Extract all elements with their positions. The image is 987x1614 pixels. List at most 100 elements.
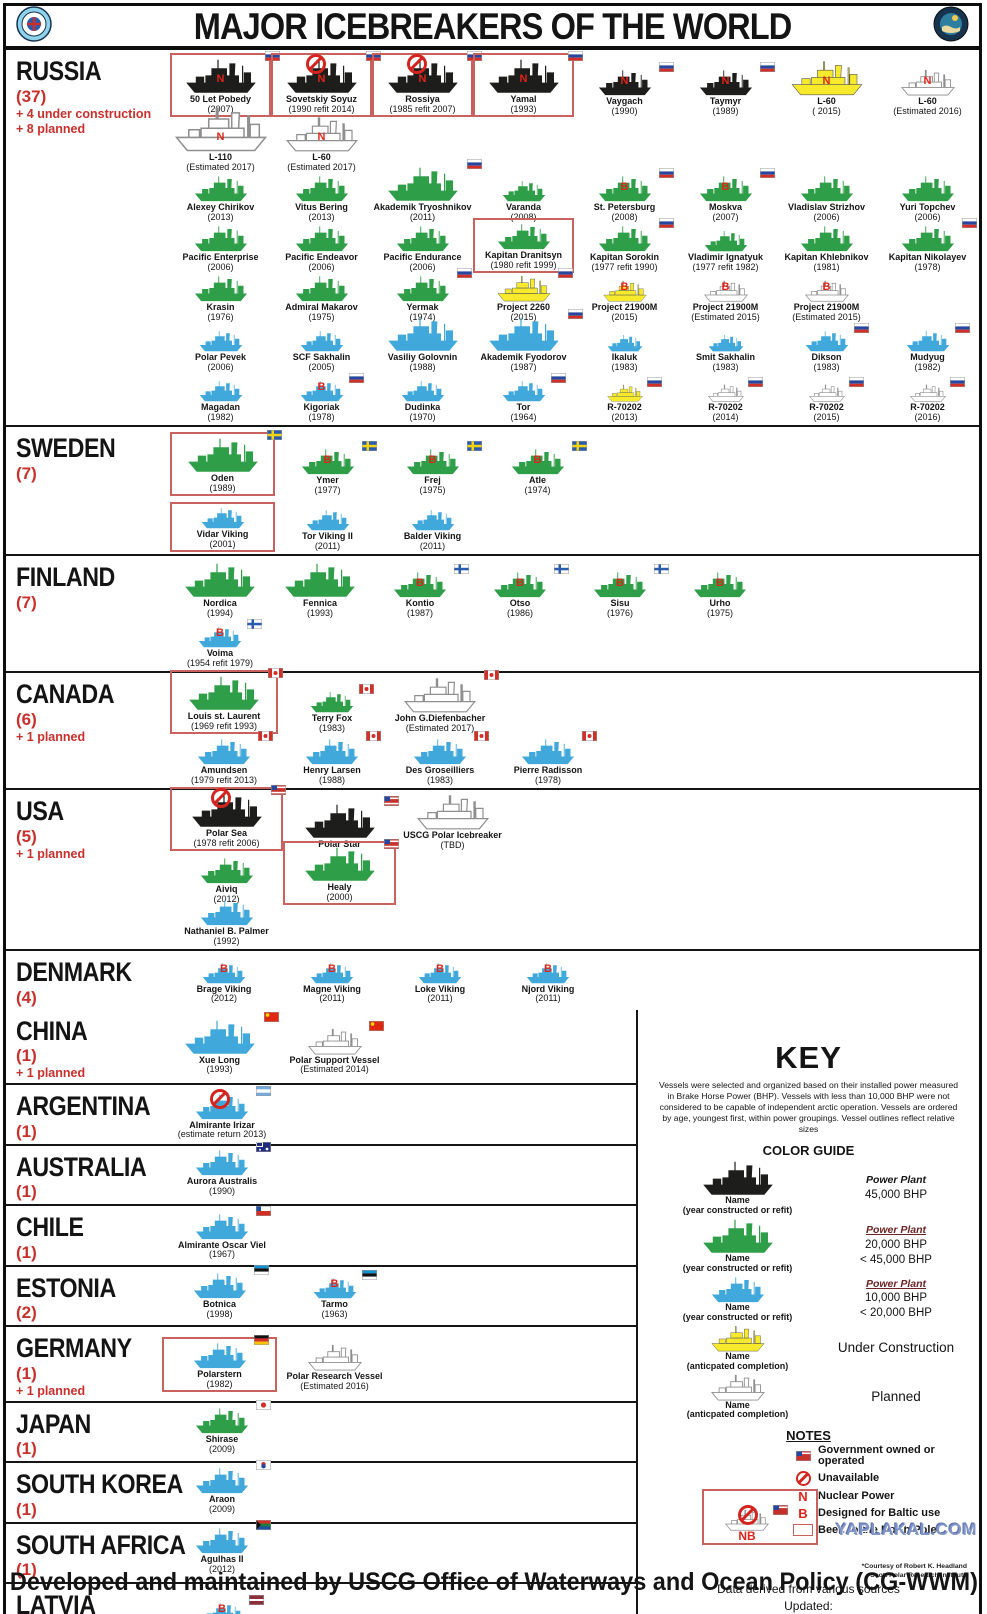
letter-glyph: B	[798, 1506, 808, 1522]
country-label: ESTONIA (2)	[6, 1267, 156, 1326]
ship-year: (1998)	[206, 1308, 233, 1319]
country-count: (1)	[16, 1499, 37, 1519]
ship-item: N L-60 (Estimated 2016)	[877, 69, 978, 117]
flag-icon-ru	[759, 61, 775, 72]
color-guide-sub-label: (anticpated completion)	[686, 1409, 789, 1420]
ship-silhouette-icon	[606, 384, 643, 402]
ship-silhouette-icon	[413, 739, 467, 764]
ship-year: (1977 refit 1990)	[591, 261, 658, 272]
ship-figure: NB	[722, 1505, 788, 1542]
ship-figure	[178, 1011, 279, 1055]
ship-item: B St. Petersburg (2008)	[574, 167, 675, 223]
ship-year: (2001)	[209, 538, 236, 549]
key-panel: KEY Vessels were selected and organized …	[636, 1009, 979, 1614]
country-section-sweden: SWEDEN (7) Oden (1989) B Ymer (1977) B Frej (1975…	[6, 427, 979, 556]
ship-year: (2013)	[611, 411, 638, 422]
ship-grid: Almirante Irizar (estimate return 2013)	[156, 1085, 636, 1144]
ship-item: Tor (1964)	[473, 372, 574, 423]
ship-item: Kapitan Sorokin (1977 refit 1990)	[574, 217, 675, 273]
flag-icon-se	[571, 440, 587, 451]
notes-footnote: *Courtesy of Robert K. Headland Scott Po…	[787, 1563, 967, 1580]
flag-icon-ru	[550, 372, 566, 383]
ship-item: Akademik Fyodorov (1987)	[473, 308, 583, 373]
ship-silhouette-icon	[909, 384, 946, 402]
ship-name: Kapitan Khlebnikov	[784, 251, 869, 262]
power-range-line: 45,000 BHP	[864, 1188, 927, 1201]
footer-credit: Developed and maintained by USCG Office …	[9, 1567, 978, 1596]
color-guide-name-label: Name	[725, 1350, 750, 1361]
ship-name: Kapitan Nikolayev	[888, 251, 967, 262]
country-count: (7)	[16, 592, 37, 612]
ship-silhouette-icon	[800, 226, 853, 251]
baltic-use-letter: B	[620, 180, 629, 193]
ship-item: Smit Sakhalin (1983)	[675, 334, 776, 373]
baltic-use-letter: B	[416, 576, 424, 589]
ship-figure	[896, 175, 960, 202]
flag-icon-kr	[256, 1459, 271, 1470]
ship-name: Akademik Fyodorov	[480, 351, 567, 362]
country-name: CHILE	[16, 1212, 84, 1243]
ship-name: Balder Viking	[403, 530, 462, 541]
ship-year: (2014)	[712, 411, 739, 422]
flag-icon-ru	[747, 376, 763, 387]
ship-silhouette-icon	[493, 572, 547, 597]
ship-figure	[188, 1335, 269, 1369]
ship-name: Voima	[206, 647, 234, 658]
ship-silhouette-icon	[791, 61, 862, 95]
ship-silhouette-icon	[301, 449, 354, 474]
ship-year: (Estimated 2014)	[300, 1064, 369, 1075]
ship-item: Dudinka (1970)	[372, 380, 473, 423]
footnote-line: Scott Polar Research Institute	[870, 1571, 967, 1579]
color-guide-desc: Power Plant 10,000 BHP < 20,000 BHP	[825, 1277, 967, 1322]
ship-item: N Yamal (1993)	[473, 50, 583, 117]
country-section-argentina: ARGENTINA (1) Almirante Irizar (estimate re…	[6, 1085, 636, 1146]
ship-name: Varanda	[505, 201, 542, 212]
country-label: JAPAN (1)	[6, 1403, 156, 1462]
power-range-line: Under Construction	[837, 1340, 955, 1356]
ship-figure	[303, 1020, 384, 1055]
ship-name: Loke Viking	[414, 983, 466, 994]
ship-name: Akademik Tryoshnikov	[373, 201, 472, 212]
flag-icon-ru	[567, 308, 583, 319]
color-guide-ship: Name (year constructed or refit)	[650, 1218, 825, 1274]
ship-year: (2013)	[207, 211, 234, 222]
country-label: CHINA (1) + 1 planned	[6, 1010, 156, 1084]
ship-figure	[189, 275, 253, 302]
ship-name: Aiviq	[215, 883, 238, 894]
country-sections-full-width: RUSSIA (37) + 4 under construction + 8 plan…	[6, 50, 979, 1010]
ship-silhouette-icon	[800, 176, 853, 201]
baltic-use-letter: B	[436, 962, 444, 975]
country-label: DENMARK (4)	[6, 951, 164, 1010]
ship-name: Agulhas II	[200, 1554, 244, 1565]
ship-item: R-70202 (2014)	[675, 376, 776, 423]
ship-silhouette-icon	[598, 176, 651, 201]
ship-grid: Nordica (1994) Fennica (1993) B Kontio (1987) B…	[164, 556, 979, 671]
power-range-line: < 20,000 BHP	[860, 1307, 932, 1320]
key-description: Vessels were selected and organized base…	[658, 1079, 959, 1135]
country-count: (2)	[16, 1303, 37, 1323]
ship-year: (2013)	[308, 211, 335, 222]
ship-silhouette-icon	[401, 380, 444, 402]
ship-name: Amundsen	[200, 764, 248, 775]
ship-figure: B	[523, 962, 573, 984]
ship-silhouette-icon	[418, 962, 462, 983]
color-guide-row-blue: Name (year constructed or refit) Power Pla…	[650, 1276, 967, 1323]
ship-year: (1993)	[510, 103, 537, 114]
ship-figure	[802, 322, 869, 352]
ship-figure	[181, 429, 282, 473]
ship-row: Botnica (1998) B Tarmo (1963)	[162, 1265, 636, 1320]
nuclear-power-letter: N	[317, 72, 326, 85]
ship-figure	[300, 730, 381, 765]
updated-label: Updated:	[784, 1598, 833, 1613]
ship-year: (1983)	[611, 361, 638, 372]
ship-grid: B Brage Viking (2012) B Magne Viking (2011) B L…	[164, 951, 979, 1010]
ship-figure	[706, 334, 746, 352]
ship-row: Louis st. Laurent (1969 refit 1993) Terry …	[170, 667, 979, 734]
unavailable-icon	[738, 1505, 758, 1526]
ship-name: Krasin	[206, 301, 235, 312]
country-label: SOUTH AFRICA (1)	[6, 1524, 186, 1583]
ship-year: (1976)	[207, 311, 234, 322]
page-title: MAJOR ICEBREAKERS OF THE WORLD	[193, 5, 793, 47]
ship-row: Xue Long (1993) Polar Support Vessel (Estim…	[162, 1011, 636, 1076]
